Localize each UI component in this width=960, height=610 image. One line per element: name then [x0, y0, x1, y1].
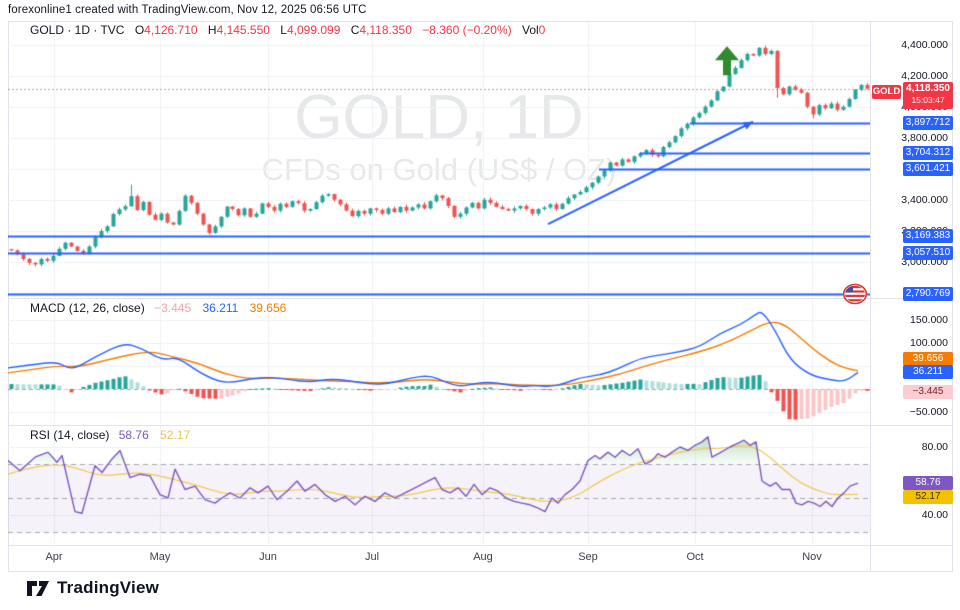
macd-line-value: 36.211	[202, 301, 239, 315]
ohlc-high-value: 4,145.550	[216, 23, 270, 37]
macd-hist-value: −3.445	[154, 301, 192, 315]
ohlc-low-value: 4,099.099	[286, 23, 341, 37]
macd-signal-badge[interactable]: 39.656	[903, 351, 953, 366]
macd-hist-badge[interactable]: −3.445	[903, 384, 953, 399]
volume-label: Vol	[521, 23, 539, 37]
rsi-value: 58.76	[118, 428, 149, 442]
level-price-badge[interactable]: 2,790.769	[903, 287, 953, 302]
brand-name: TradingView	[57, 578, 160, 597]
rsi-title[interactable]: RSI (14, close)	[30, 428, 110, 442]
month-label-apr: Apr	[45, 551, 63, 563]
rsi-legend: RSI (14, close) 58.76 52.17	[30, 428, 190, 442]
ohlc-open-label: O	[134, 23, 145, 37]
rsi-ma-badge[interactable]: 52.17	[903, 489, 953, 504]
month-label-jul: Jul	[364, 551, 380, 563]
macd-line-badge[interactable]: 36.211	[903, 365, 953, 380]
macd-tick-label: −50.000	[909, 406, 948, 418]
bar-countdown: 15:03:47	[911, 94, 945, 105]
level-price-badge[interactable]: 3,601.421	[903, 161, 953, 176]
last-price-value: 4,118.350	[906, 82, 950, 94]
macd-tick-label: 100.000	[910, 337, 948, 349]
level-price-badge[interactable]: 3,704.312	[903, 145, 953, 160]
price-tick-label: 4,400.000	[901, 39, 948, 51]
macd-signal-value: 39.656	[249, 301, 287, 315]
price-tick-label: 3,400.000	[901, 194, 948, 207]
macd-title[interactable]: MACD (12, 26, close)	[30, 301, 145, 315]
ohlc-close-value: 4,118.350	[359, 23, 412, 37]
ohlc-close-label: C	[350, 23, 360, 37]
price-tick-label: 3,800.000	[901, 132, 948, 145]
symbol-price-tag[interactable]: GOLD	[872, 84, 901, 99]
last-price-badge[interactable]: 4,118.350 15:03:47	[903, 81, 953, 109]
month-label-jun: Jun	[259, 551, 277, 563]
rsi-tick-label: 80.00	[921, 441, 948, 453]
chart-canvas[interactable]	[8, 21, 870, 571]
month-label-sep: Sep	[578, 551, 598, 563]
footer-brand[interactable]: TradingView	[26, 578, 159, 598]
frame-bottom	[8, 571, 952, 572]
level-price-badge[interactable]: 3,169.383	[903, 228, 953, 243]
rsi-value-badge[interactable]: 58.76	[903, 476, 953, 491]
tradingview-logo-icon	[27, 581, 49, 596]
rsi-tick-label: 40.00	[921, 509, 948, 521]
macd-legend: MACD (12, 26, close) −3.445 36.211 39.65…	[30, 301, 286, 315]
ohlc-open-value: 4,126.710	[144, 23, 198, 37]
time-axis[interactable]: Apr May Jun Jul Aug Sep Oct Nov	[8, 545, 870, 571]
ohlc-high-label: H	[207, 23, 217, 37]
level-price-badge[interactable]: 3,057.510	[903, 246, 953, 261]
volume-value: 0	[538, 23, 546, 37]
us-flag-icon[interactable]	[842, 283, 868, 305]
change-value: −8.360 (−0.20%)	[422, 23, 512, 37]
month-label-nov: Nov	[802, 551, 822, 563]
attribution-text: forexonline1 created with TradingView.co…	[8, 4, 367, 16]
symbol-legend: GOLD · 1D · TVC O4,126.710 H4,145.550 L4…	[30, 23, 545, 37]
macd-tick-label: 150.000	[910, 314, 948, 326]
level-price-badge[interactable]: 3,897.712	[903, 115, 953, 130]
symbol-title[interactable]: GOLD · 1D · TVC	[30, 23, 125, 37]
price-tick-label: 4,200.000	[901, 70, 948, 82]
ohlc-low-label: L	[280, 23, 287, 37]
month-label-aug: Aug	[473, 551, 493, 563]
month-label-may: May	[149, 551, 171, 563]
price-axis[interactable]: GOLD 4,118.350 15:03:47 39.656 36.211 −3…	[870, 21, 953, 571]
month-label-oct: Oct	[686, 551, 704, 563]
axis-separator[interactable]	[870, 21, 871, 572]
rsi-ma-value: 52.17	[160, 428, 191, 442]
